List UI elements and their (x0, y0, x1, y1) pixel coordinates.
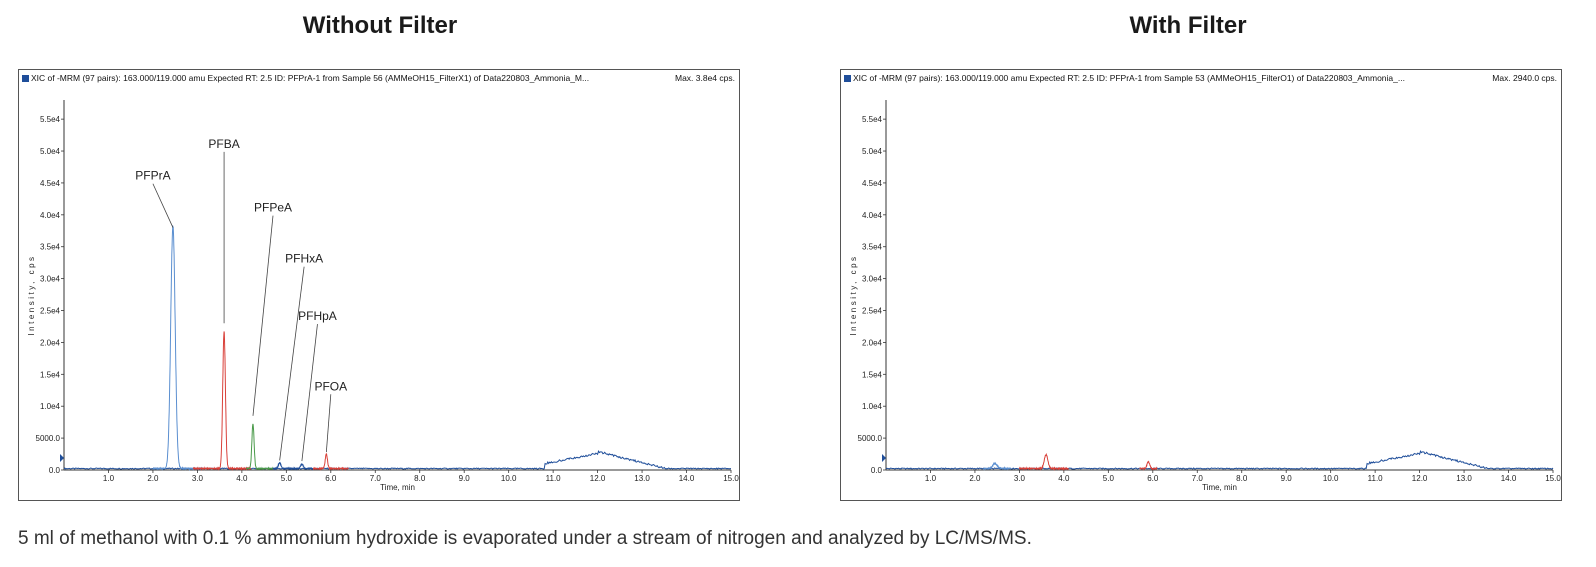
x-tick-label: 1.0 (103, 474, 115, 483)
series-line-pfhpa (294, 463, 314, 471)
series-line-red-peak-2 (1139, 460, 1158, 471)
x-tick-label: 11.0 (546, 474, 562, 483)
left-panel-title: Without Filter (302, 12, 458, 39)
y-tick-label: 2.5e4 (40, 307, 61, 316)
x-tick-label: 3.0 (192, 474, 204, 483)
chromatogram-without-filter: XIC of -MRM (97 pairs): 163.000/119.000 … (18, 69, 740, 501)
x-tick-label: 15.0 (723, 474, 739, 483)
y-tick-label: 3.5e4 (40, 243, 61, 252)
series-line-blue-peak (983, 461, 1011, 471)
y-tick-label: 0.0 (871, 466, 883, 475)
x-tick-label: 11.0 (1368, 474, 1384, 483)
x-tick-label: 4.0 (236, 474, 248, 483)
figure-caption: 5 ml of methanol with 0.1 % ammonium hyd… (18, 528, 1032, 549)
x-tick-label: 12.0 (590, 474, 606, 483)
y-tick-label: 2.5e4 (862, 307, 883, 316)
y-tick-label: 5000.0 (36, 434, 61, 443)
peak-label-pfhpa: PFHpA (298, 309, 337, 323)
series-line-pfba (192, 331, 252, 472)
x-tick-label: 9.0 (459, 474, 471, 483)
x-tick-label: 6.0 (1147, 474, 1159, 483)
peak-label-pfpea: PFPeA (254, 201, 292, 215)
peak-label-pfoa: PFOA (314, 379, 347, 393)
y-tick-label: 4.0e4 (40, 211, 61, 220)
right-panel-title: With Filter (1129, 12, 1247, 39)
x-tick-label: 10.0 (1323, 474, 1339, 483)
xic-description: XIC of -MRM (97 pairs): 163.000/119.000 … (853, 73, 1405, 83)
baseline-marker-icon (60, 454, 64, 462)
xic-description: XIC of -MRM (97 pairs): 163.000/119.000 … (31, 73, 590, 83)
y-tick-label: 5.0e4 (40, 147, 61, 156)
x-tick-label: 14.0 (1501, 474, 1517, 483)
chromatogram-plot: 0.0 5000.0 1.0e4 1.5e4 2.0e4 2.5e4 3.0e4 3.5e4 4… (849, 100, 1561, 492)
x-tick-label: 4.0 (1058, 474, 1070, 483)
x-tick-label: 13.0 (634, 474, 650, 483)
x-tick-label: 8.0 (414, 474, 426, 483)
x-tick-label: 9.0 (1281, 474, 1293, 483)
max-intensity-label: Max. 2940.0 cps. (1492, 73, 1557, 83)
baseline-marker-icon (882, 454, 886, 462)
y-tick-label: 5000.0 (858, 434, 883, 443)
x-tick-label: 2.0 (147, 474, 159, 483)
x-tick-label: 15.0 (1545, 474, 1561, 483)
peak-label-pfba: PFBA (208, 137, 239, 151)
chart-header: XIC of -MRM (97 pairs): 163.000/119.000 … (844, 72, 1557, 84)
y-tick-label: 1.0e4 (862, 402, 883, 411)
chart-header: XIC of -MRM (97 pairs): 163.000/119.000 … (22, 72, 735, 84)
y-tick-label: 3.0e4 (862, 275, 883, 284)
y-tick-label: 4.5e4 (862, 179, 883, 188)
x-tick-label: 7.0 (370, 474, 382, 483)
x-tick-label: 10.0 (501, 474, 517, 483)
series-line-baseline (885, 450, 1554, 470)
x-tick-label: 5.0 (281, 474, 293, 483)
x-tick-label: 2.0 (969, 474, 981, 483)
y-tick-label: 0.0 (49, 466, 61, 475)
series-line-baseline (63, 450, 731, 470)
y-tick-label: 1.5e4 (40, 370, 61, 379)
x-tick-label: 5.0 (1103, 474, 1115, 483)
x-axis-label: Time, min (380, 483, 415, 492)
y-tick-label: 1.0e4 (40, 402, 61, 411)
x-tick-label: 3.0 (1014, 474, 1026, 483)
y-axis-label: Intensity, cps (27, 254, 36, 335)
x-tick-label: 1.0 (925, 474, 937, 483)
y-tick-label: 1.5e4 (862, 370, 883, 379)
peak-label-pfpra: PFPrA (135, 169, 170, 183)
max-intensity-label: Max. 3.8e4 cps. (674, 73, 735, 83)
y-tick-label: 2.0e4 (40, 338, 61, 347)
y-tick-label: 3.5e4 (862, 243, 883, 252)
y-tick-label: 4.5e4 (40, 179, 61, 188)
y-tick-label: 5.5e4 (40, 115, 61, 124)
y-axis-label: Intensity, cps (849, 254, 858, 335)
series-marker-icon (22, 75, 29, 82)
annotation-leader-line (279, 266, 305, 461)
annotation-leader-line (152, 183, 174, 228)
chromatogram-plot: 0.0 5000.0 1.0e4 1.5e4 2.0e4 2.5e4 3.0e4 3.5e4 4… (27, 100, 739, 492)
series-line-pfpra (152, 224, 203, 471)
annotation-leader-line (301, 324, 318, 462)
x-tick-label: 13.0 (1456, 474, 1472, 483)
x-tick-label: 8.0 (1236, 474, 1248, 483)
annotation-leader-line (252, 215, 274, 416)
y-tick-label: 3.0e4 (40, 275, 61, 284)
x-tick-label: 6.0 (325, 474, 337, 483)
x-axis-label: Time, min (1202, 483, 1237, 492)
series-line-red-peak (1018, 452, 1069, 472)
series-line-pfpea (245, 423, 274, 471)
series-line-pfhxa (272, 461, 296, 471)
chromatogram-with-filter: XIC of -MRM (97 pairs): 163.000/119.000 … (840, 69, 1562, 501)
y-tick-label: 5.0e4 (862, 147, 883, 156)
x-tick-label: 14.0 (679, 474, 695, 483)
y-tick-label: 4.0e4 (862, 211, 883, 220)
series-line-pfoa (312, 452, 349, 471)
annotation-leader-line (325, 394, 332, 453)
y-tick-label: 5.5e4 (862, 115, 883, 124)
peak-label-pfhxa: PFHxA (285, 252, 323, 266)
y-tick-label: 2.0e4 (862, 338, 883, 347)
series-marker-icon (844, 75, 851, 82)
x-tick-label: 7.0 (1192, 474, 1204, 483)
x-tick-label: 12.0 (1412, 474, 1428, 483)
